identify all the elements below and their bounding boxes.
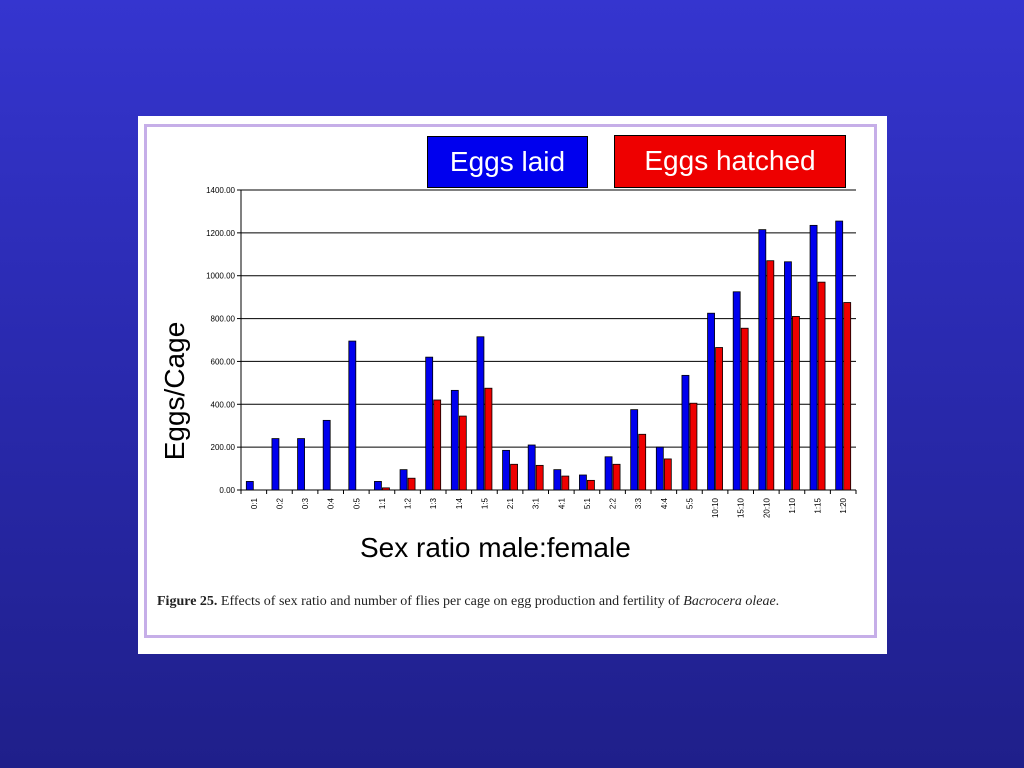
x-tick-label: 0:1	[250, 497, 259, 509]
caption-end: .	[775, 594, 780, 609]
bar-eggs-hatched	[638, 433, 647, 491]
x-tick-label: 0:4	[327, 497, 336, 509]
x-tick-label: 10:10	[711, 497, 720, 518]
bar-eggs-hatched	[510, 463, 518, 491]
y-tick-label: 0.00	[219, 486, 235, 495]
bar-eggs-hatched	[843, 302, 852, 491]
x-tick-label: 5:1	[583, 497, 592, 509]
y-tick-label: 1400.00	[206, 186, 235, 195]
y-tick-labels: 0.00 200.00 400.00 600.00 800.00 1000.00 1200.…	[206, 186, 235, 495]
x-tick-label: 2:2	[609, 497, 618, 509]
figure-panel: 0.00 200.00 400.00 600.00 800.00 1000.00 1200.…	[138, 116, 887, 654]
bar-eggs-laid	[502, 449, 510, 491]
bar-eggs-laid	[655, 446, 664, 491]
x-axis-label: Sex ratio male:female	[360, 532, 631, 563]
bar-eggs-laid	[450, 389, 459, 491]
bar-eggs-laid	[399, 469, 408, 491]
bar-eggs-hatched	[715, 347, 723, 491]
bar-eggs-laid	[374, 481, 382, 491]
x-tick-label: 0:5	[352, 497, 361, 509]
bar-eggs-hatched	[663, 458, 672, 491]
x-tick-label: 1:4	[455, 497, 464, 509]
bar-eggs-laid	[681, 374, 690, 491]
axes	[237, 189, 857, 494]
bar-eggs-laid	[579, 474, 587, 491]
y-tick-label: 1000.00	[206, 272, 235, 281]
bar-eggs-laid	[553, 469, 562, 491]
bars	[245, 220, 852, 491]
figure-frame	[144, 124, 877, 638]
bar-eggs-laid	[297, 438, 305, 491]
caption-species: Bacrocera oleae	[683, 594, 776, 609]
x-tick-labels: 0:1 0:2 0:3 0:4 0:5 1:1 1:2 1:3 1:4 1:5 2:1 3:1 4:1 5…	[250, 497, 848, 518]
y-tick-label: 1200.00	[206, 229, 235, 238]
bar-eggs-laid	[425, 356, 434, 491]
bar-eggs-hatched	[535, 464, 544, 491]
x-tick-label: 1:5	[480, 497, 489, 509]
y-tick-label: 200.00	[211, 443, 236, 452]
bar-eggs-hatched	[792, 316, 800, 491]
bar-eggs-laid	[527, 444, 536, 491]
bar-eggs-laid	[630, 409, 639, 491]
bar-eggs-laid	[245, 481, 254, 491]
bar-eggs-hatched	[382, 487, 390, 491]
x-tick-label: 0:2	[275, 497, 284, 509]
bar-eggs-hatched	[433, 399, 442, 491]
legend-eggs-hatched: Eggs hatched	[614, 135, 846, 188]
x-tick-label: 5:5	[685, 497, 694, 509]
bar-eggs-laid	[758, 229, 767, 491]
bar-eggs-laid	[604, 456, 613, 491]
y-axis-label: Eggs/Cage	[159, 321, 190, 461]
x-tick-label: 3:3	[634, 497, 643, 509]
x-tick-label: 1:1	[378, 497, 387, 509]
x-tick-label: 4:4	[660, 497, 669, 509]
bar-eggs-hatched	[612, 463, 621, 491]
bar-eggs-laid	[835, 220, 844, 491]
bar-eggs-laid	[348, 340, 357, 491]
bar-eggs-laid	[784, 261, 792, 491]
x-tick-label: 3:1	[532, 497, 541, 509]
bar-eggs-laid	[322, 419, 331, 491]
x-tick-label: 2:1	[506, 497, 515, 509]
x-tick-label: 4:1	[557, 497, 566, 509]
bar-eggs-hatched	[407, 477, 416, 491]
x-tick-label: 0:3	[301, 497, 310, 509]
bar-eggs-hatched	[484, 387, 493, 491]
y-tick-label: 800.00	[211, 315, 236, 324]
x-tick-label: 20:10	[762, 497, 771, 518]
bar-eggs-hatched	[458, 415, 467, 491]
bar-eggs-hatched	[766, 260, 775, 491]
bar-eggs-laid	[271, 438, 280, 491]
x-tick-label: 1:10	[788, 497, 797, 513]
bar-chart: 0.00 200.00 400.00 600.00 800.00 1000.00 1200.…	[206, 186, 857, 518]
x-tick-label: 15:10	[737, 497, 746, 518]
x-tick-label: 1:15	[814, 497, 823, 513]
bar-eggs-laid	[732, 291, 741, 491]
y-tick-label: 400.00	[211, 400, 236, 409]
bar-eggs-laid	[707, 312, 715, 491]
bar-eggs-hatched	[740, 327, 749, 491]
bar-eggs-hatched	[587, 479, 595, 491]
bar-eggs-laid	[809, 224, 818, 491]
bar-eggs-laid	[476, 336, 485, 491]
caption-text: Effects of sex ratio and number of flies…	[220, 594, 680, 609]
bar-eggs-hatched	[689, 402, 698, 491]
x-tick-label: 1:20	[839, 497, 848, 513]
bar-eggs-hatched	[817, 281, 826, 491]
caption-label: Figure 25.	[157, 594, 218, 609]
x-tick-label: 1:3	[429, 497, 438, 509]
x-tick-label: 1:2	[404, 497, 413, 509]
legend-eggs-laid: Eggs laid	[427, 136, 588, 188]
bar-eggs-hatched	[561, 475, 570, 491]
figure-caption: Figure 25. Effects of sex ratio and numb…	[157, 592, 869, 611]
y-tick-label: 600.00	[211, 357, 236, 366]
